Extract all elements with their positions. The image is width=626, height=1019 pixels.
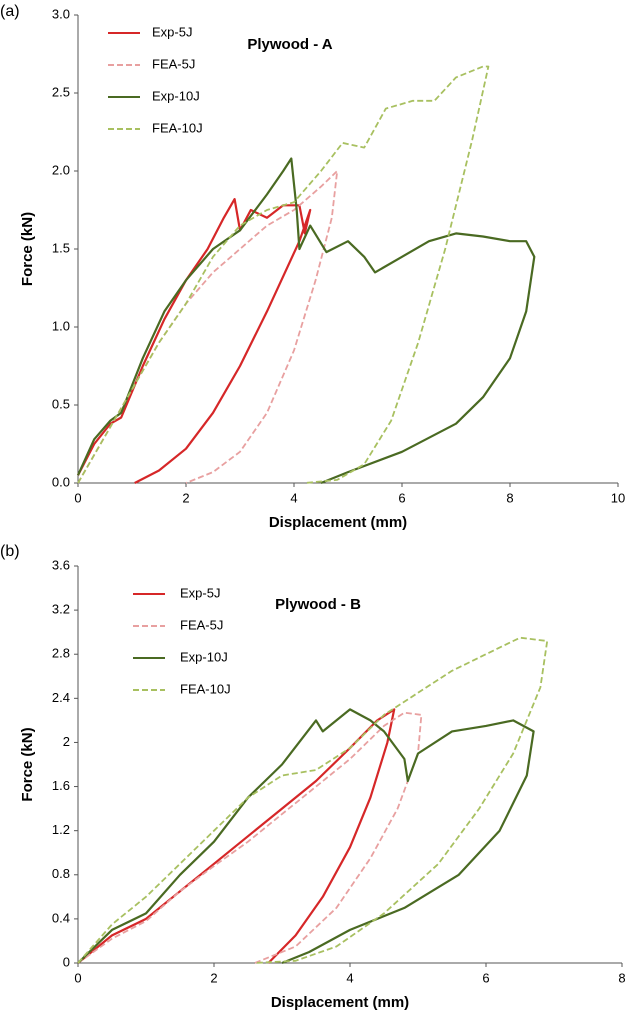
y-tick-label: 0.8 <box>52 866 70 881</box>
x-axis-label: Displacement (mm) <box>269 514 407 531</box>
legend-label: FEA-10J <box>152 120 203 135</box>
series-line <box>77 198 312 484</box>
y-tick-label: 3.0 <box>52 6 70 21</box>
y-tick-label: 2.0 <box>52 162 70 177</box>
y-tick-label: 3.6 <box>52 557 70 572</box>
series-line <box>77 708 396 964</box>
y-tick-label: 1.6 <box>52 778 70 793</box>
x-tick-label: 6 <box>482 970 489 985</box>
legend-label: Exp-10J <box>152 88 200 103</box>
legend-label: FEA-10J <box>180 681 231 696</box>
legend-label: Exp-5J <box>152 24 192 39</box>
y-tick-label: 0.0 <box>52 474 70 489</box>
legend-label: Exp-10J <box>180 649 228 664</box>
x-tick-label: 2 <box>210 970 217 985</box>
x-axis-label: Displacement (mm) <box>271 994 409 1011</box>
series-line <box>77 65 490 484</box>
y-tick-label: 0.4 <box>52 910 70 925</box>
y-tick-label: 1.2 <box>52 822 70 837</box>
x-tick-label: 10 <box>611 490 625 505</box>
y-tick-label: 2 <box>63 734 70 749</box>
y-tick-label: 1.5 <box>52 240 70 255</box>
x-tick-label: 6 <box>398 490 405 505</box>
x-tick-label: 0 <box>74 490 81 505</box>
series-line <box>77 636 549 964</box>
x-tick-label: 4 <box>290 490 297 505</box>
y-tick-label: 2.4 <box>52 690 70 705</box>
y-axis-label: Force (kN) <box>19 727 36 801</box>
x-tick-label: 8 <box>506 490 513 505</box>
x-tick-label: 2 <box>182 490 189 505</box>
x-tick-label: 8 <box>618 970 625 985</box>
x-tick-label: 4 <box>346 970 353 985</box>
y-tick-label: 1.0 <box>52 318 70 333</box>
chart-title: Plywood - A <box>247 36 332 53</box>
x-tick-label: 0 <box>74 970 81 985</box>
series-line <box>77 711 423 964</box>
chart-title: Plywood - B <box>275 596 361 613</box>
series-line <box>77 708 535 965</box>
y-tick-label: 2.5 <box>52 84 70 99</box>
legend-label: Exp-5J <box>180 585 220 600</box>
y-tick-label: 0 <box>63 954 70 969</box>
panel-label: (b) <box>0 543 20 560</box>
y-tick-label: 3.2 <box>52 602 70 617</box>
panel-label: (a) <box>0 3 20 20</box>
y-tick-label: 0.5 <box>52 396 70 411</box>
series-line <box>76 157 536 485</box>
legend-label: FEA-5J <box>152 56 195 71</box>
y-axis-label: Force (kN) <box>19 212 36 286</box>
y-tick-label: 2.8 <box>52 646 70 661</box>
legend-label: FEA-5J <box>180 617 223 632</box>
